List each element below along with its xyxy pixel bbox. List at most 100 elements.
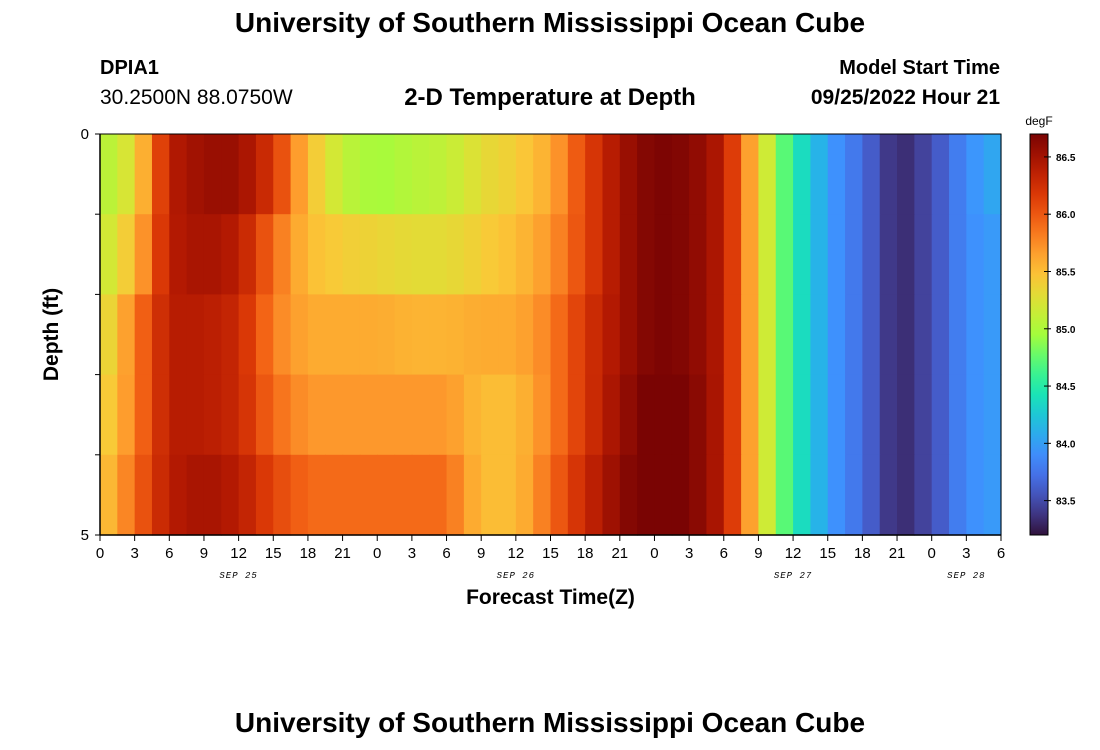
heatmap-cell bbox=[671, 294, 690, 376]
heatmap-cell bbox=[446, 454, 465, 536]
heatmap-cell bbox=[706, 294, 725, 376]
heatmap-cell bbox=[619, 294, 638, 376]
x-tick-label: 18 bbox=[300, 545, 317, 562]
heatmap-cell bbox=[619, 454, 638, 536]
heatmap-cell bbox=[273, 454, 292, 536]
heatmap-cell bbox=[134, 214, 153, 295]
heatmap-cell bbox=[550, 374, 569, 456]
heatmap-cell bbox=[221, 214, 240, 295]
heatmap-cell bbox=[498, 454, 517, 536]
footer-title: University of Southern Mississippi Ocean… bbox=[234, 707, 866, 738]
heatmap-cell bbox=[377, 134, 396, 215]
colorbar-tick-label: 86.0 bbox=[1056, 210, 1076, 221]
heatmap-cell bbox=[117, 454, 136, 536]
heatmap-cell bbox=[567, 374, 586, 456]
x-tick-label: 9 bbox=[200, 545, 208, 562]
heatmap-cell bbox=[741, 294, 760, 376]
heatmap-cell bbox=[255, 454, 274, 536]
heatmap-cell bbox=[203, 294, 222, 376]
x-tick-label: 12 bbox=[508, 545, 525, 562]
heatmap-cell bbox=[203, 134, 222, 215]
heatmap-cell bbox=[619, 134, 638, 215]
x-tick-label: 3 bbox=[685, 545, 693, 562]
heatmap-cell bbox=[117, 134, 136, 215]
chart-subtitle: 2-D Temperature at Depth bbox=[404, 84, 696, 111]
heatmap-cell bbox=[134, 294, 153, 376]
x-tick-label: 15 bbox=[265, 545, 282, 562]
heatmap-cell bbox=[671, 374, 690, 456]
heatmap-cell bbox=[966, 134, 985, 215]
heatmap-cell bbox=[827, 454, 846, 536]
heatmap-cell bbox=[758, 134, 777, 215]
model-start-label: Model Start Time bbox=[839, 57, 1000, 79]
heatmap-cell bbox=[100, 214, 118, 295]
heatmap-cell bbox=[273, 294, 292, 376]
heatmap-cell bbox=[654, 214, 673, 295]
x-tick-label: 0 bbox=[928, 545, 936, 562]
heatmap-cell bbox=[377, 374, 396, 456]
heatmap-cell bbox=[879, 214, 898, 295]
x-tick-label: 6 bbox=[720, 545, 728, 562]
heatmap-cell bbox=[100, 294, 118, 376]
heatmap-cell bbox=[515, 214, 534, 295]
heatmap-cell bbox=[446, 214, 465, 295]
x-tick-label: 6 bbox=[442, 545, 450, 562]
heatmap-cell bbox=[446, 134, 465, 215]
heatmap-cell bbox=[619, 374, 638, 456]
heatmap-cell bbox=[307, 454, 326, 536]
heatmap-cell bbox=[671, 134, 690, 215]
heatmap-cell bbox=[255, 214, 274, 295]
heatmap-cell bbox=[827, 134, 846, 215]
x-tick-label: 15 bbox=[542, 545, 559, 562]
heatmap-cell bbox=[394, 294, 413, 376]
heatmap-cell bbox=[100, 134, 118, 215]
heatmap-cell bbox=[203, 454, 222, 536]
heatmap-cell bbox=[255, 294, 274, 376]
x-tick-label: 6 bbox=[997, 545, 1005, 562]
heatmap-cell bbox=[134, 374, 153, 456]
heatmap-cell bbox=[637, 214, 656, 295]
heatmap-cell bbox=[914, 294, 933, 376]
heatmap-cell bbox=[654, 134, 673, 215]
heatmap-cell bbox=[377, 294, 396, 376]
heatmap-cell bbox=[706, 134, 725, 215]
heatmap-cell bbox=[307, 214, 326, 295]
heatmap-cell bbox=[810, 454, 829, 536]
heatmap bbox=[100, 134, 1002, 536]
x-tick-label: 12 bbox=[230, 545, 247, 562]
x-tick-label: 21 bbox=[334, 545, 351, 562]
heatmap-cell bbox=[585, 214, 604, 295]
heatmap-cell bbox=[515, 134, 534, 215]
heatmap-cell bbox=[862, 134, 881, 215]
heatmap-cell bbox=[238, 294, 257, 376]
heatmap-cell bbox=[914, 134, 933, 215]
heatmap-cell bbox=[775, 134, 794, 215]
heatmap-cell bbox=[879, 454, 898, 536]
heatmap-cell bbox=[983, 374, 1002, 456]
heatmap-cell bbox=[342, 134, 361, 215]
heatmap-cell bbox=[897, 374, 915, 456]
heatmap-cell bbox=[983, 134, 1002, 215]
x-date-label: SEP 25 bbox=[219, 571, 257, 581]
heatmap-cell bbox=[689, 374, 708, 456]
heatmap-cell bbox=[949, 374, 967, 456]
heatmap-cell bbox=[862, 214, 881, 295]
heatmap-cell bbox=[290, 214, 309, 295]
x-tick-label: 6 bbox=[165, 545, 173, 562]
heatmap-cell bbox=[151, 454, 170, 536]
heatmap-cell bbox=[169, 374, 188, 456]
colorbar-tick-label: 83.5 bbox=[1056, 497, 1076, 508]
heatmap-cell bbox=[186, 214, 205, 295]
heatmap-cell bbox=[429, 294, 448, 376]
heatmap-cell bbox=[810, 134, 829, 215]
heatmap-cell bbox=[186, 374, 205, 456]
heatmap-cell bbox=[567, 214, 586, 295]
heatmap-cell bbox=[758, 214, 777, 295]
heatmap-cell bbox=[602, 294, 621, 376]
heatmap-cell bbox=[637, 454, 656, 536]
heatmap-cell bbox=[100, 374, 118, 456]
heatmap-cell bbox=[411, 214, 430, 295]
heatmap-cell bbox=[897, 214, 915, 295]
heatmap-cell bbox=[342, 374, 361, 456]
heatmap-cell bbox=[533, 214, 552, 295]
